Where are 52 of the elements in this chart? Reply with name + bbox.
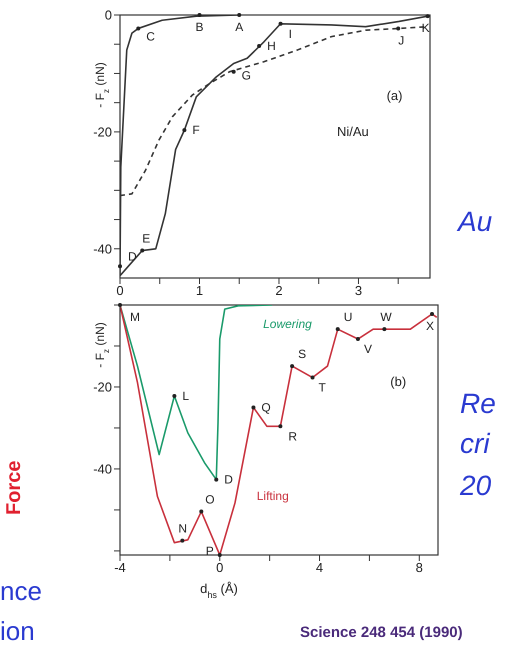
annotation: P	[206, 544, 214, 558]
annotation: V	[364, 342, 372, 356]
annotation: D	[128, 249, 137, 264]
annotation: N	[178, 522, 188, 536]
annotation: S	[298, 347, 306, 362]
annotation: B	[195, 20, 204, 34]
annotation: T	[318, 380, 327, 395]
annotation: Lifting	[256, 489, 289, 503]
annotation: D	[224, 472, 234, 487]
annotation: Q	[261, 400, 271, 414]
annotation: L	[182, 388, 190, 403]
annotation: I	[288, 26, 292, 41]
annotation: M	[130, 310, 140, 324]
y-tick-label: -40	[93, 241, 112, 256]
annotation: W	[380, 310, 392, 324]
annotation: (b)	[390, 374, 406, 389]
text: ion	[0, 616, 35, 646]
annotation: O	[205, 492, 215, 507]
annotation: K	[422, 21, 430, 36]
annotation: E	[142, 232, 150, 246]
text: Re	[460, 388, 496, 419]
x-tick-label: 8	[416, 560, 423, 576]
x-tick-label: 2	[275, 283, 283, 298]
x-tick-label: -4	[114, 560, 126, 576]
annotation: C	[146, 29, 156, 44]
y-tick-label: -20	[93, 380, 112, 395]
x-axis-title: d$_{hs}$ (Å)	[200, 581, 238, 600]
annotation: R	[288, 429, 298, 444]
text: 20	[460, 470, 492, 501]
text: cri	[460, 428, 490, 459]
y-tick-label: -20	[93, 124, 112, 140]
text: Force	[3, 460, 25, 515]
annotation: A	[235, 20, 244, 34]
annotation: G	[242, 68, 252, 83]
x-tick-label: 1	[196, 283, 204, 298]
annotation: Lowering	[263, 316, 312, 330]
annotation: J	[398, 33, 404, 48]
x-tick-label: 0	[116, 283, 124, 298]
x-tick-label: 4	[316, 560, 324, 576]
x-tick-label: 0	[216, 560, 224, 576]
annotation: Ni/Au	[337, 124, 369, 140]
y-tick-label: -40	[93, 462, 112, 477]
text: Science 248 454 (1990)	[300, 624, 463, 641]
x-tick-label: 3	[354, 283, 362, 298]
annotation: H	[267, 38, 276, 53]
annotation: X	[426, 319, 434, 334]
text: Au	[458, 206, 492, 237]
text: nce	[0, 576, 42, 606]
y-tick-label: 0	[104, 8, 112, 23]
annotation: (a)	[386, 88, 402, 103]
annotation: U	[344, 310, 352, 324]
annotation: F	[192, 123, 200, 138]
